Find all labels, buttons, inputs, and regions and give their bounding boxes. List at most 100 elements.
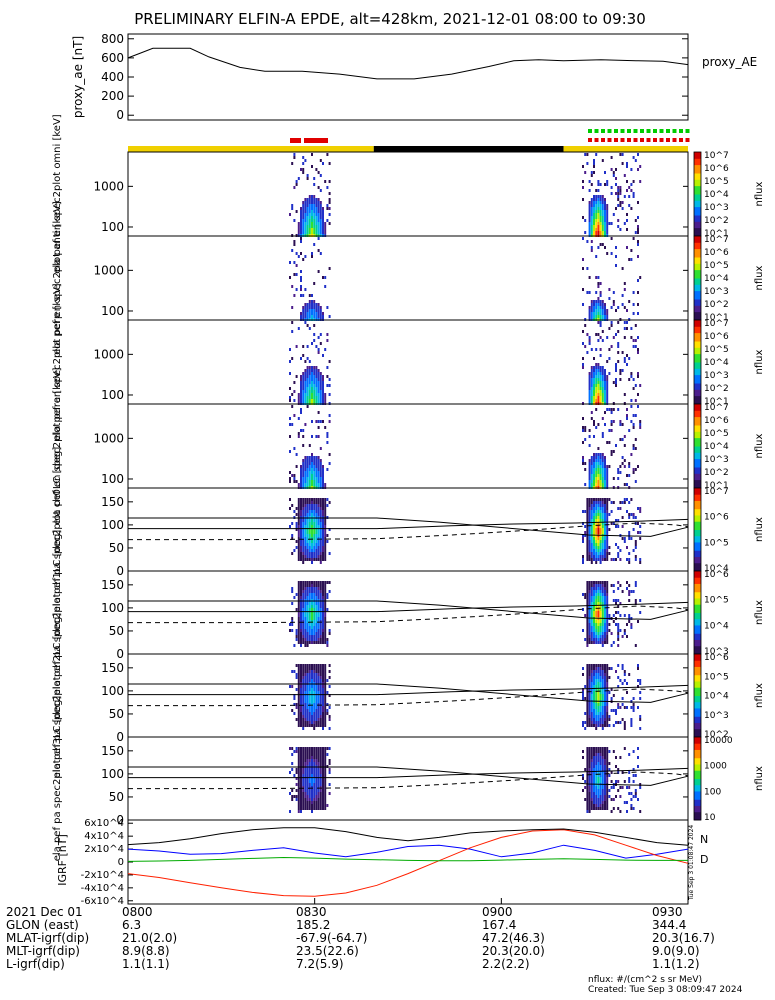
spectrogram-cell xyxy=(590,623,593,626)
spectrogram-cell xyxy=(632,378,635,381)
spectrogram-cell xyxy=(315,552,318,555)
spectrogram-cell xyxy=(595,721,598,724)
spectrogram-cell xyxy=(621,786,624,789)
spectrogram-cell xyxy=(304,670,307,673)
spectrogram-cell xyxy=(595,789,598,792)
spectrogram-cell xyxy=(297,756,300,759)
spectrogram-cell xyxy=(311,201,313,204)
spectrogram-cell xyxy=(304,644,307,647)
spectrogram-cell xyxy=(295,676,298,679)
spectrogram-cell xyxy=(604,552,606,555)
spectrogram-cell xyxy=(317,807,320,810)
spectrogram-cell xyxy=(593,504,595,507)
spectrogram-cell xyxy=(324,596,327,599)
spectrogram-cell xyxy=(313,724,316,727)
spectrogram-cell xyxy=(588,555,591,558)
spectrogram-cell xyxy=(306,468,309,471)
spectrogram-cell xyxy=(328,360,331,363)
spectrogram-cell xyxy=(615,599,617,602)
spectrogram-cell xyxy=(295,635,298,638)
spectrogram-cell xyxy=(604,590,606,593)
spectrogram-cell xyxy=(586,676,589,679)
spectrogram-cell xyxy=(590,348,593,351)
spectrogram-cell xyxy=(322,762,324,765)
spectrogram-cell xyxy=(597,676,600,679)
spectrogram-cell xyxy=(306,694,309,697)
spectrogram-cell xyxy=(306,789,309,792)
spectrogram-cell xyxy=(302,756,305,759)
spectrogram-cell xyxy=(319,477,322,480)
spectrogram-cell xyxy=(306,513,309,516)
spectrogram-cell xyxy=(302,459,305,462)
spectrogram-cell xyxy=(306,807,309,810)
spectrogram-cell xyxy=(606,635,609,638)
spectrogram-cell xyxy=(306,587,309,590)
spectrogram-cell xyxy=(621,664,624,667)
spectrogram-cell xyxy=(586,759,589,762)
spectrogram-cell xyxy=(590,240,593,243)
spectrogram-cell xyxy=(612,599,615,602)
spectrogram-cell xyxy=(630,327,633,330)
spectrogram-cell xyxy=(313,623,316,626)
spectrogram-cell xyxy=(595,706,598,709)
spectrogram-cell xyxy=(300,393,302,396)
spectrogram-cell xyxy=(306,709,309,712)
spectrogram-cell xyxy=(590,753,593,756)
spectrogram-cell xyxy=(601,697,604,700)
spectrogram-cell xyxy=(588,207,591,210)
spectrogram-cell xyxy=(639,531,642,534)
spectrogram-cell xyxy=(606,789,609,792)
spectrogram-cell xyxy=(637,393,639,396)
spectrogram-cell xyxy=(302,204,305,207)
spectrogram-cell xyxy=(324,700,327,703)
colorbar-cell xyxy=(694,730,701,734)
spectrogram-cell xyxy=(608,623,611,626)
spectrogram-cell xyxy=(322,605,324,608)
spectrogram-cell xyxy=(601,552,604,555)
data-flag xyxy=(666,138,670,142)
colorbar-cell xyxy=(694,683,701,686)
spectrogram-cell xyxy=(322,629,324,632)
spectrogram-cell xyxy=(322,700,324,703)
spectrogram-cell xyxy=(291,590,294,593)
spectrogram-cell xyxy=(601,540,604,543)
spectrogram-cell xyxy=(317,381,320,384)
spectrogram-cell xyxy=(597,756,600,759)
spectrogram-cell xyxy=(324,768,327,771)
spectrogram-cell xyxy=(595,561,598,564)
spectrogram-cell xyxy=(317,510,320,513)
colorbar-cell xyxy=(694,492,701,495)
spectrogram-cell xyxy=(621,635,624,638)
spectrogram-cell xyxy=(588,381,591,384)
spectrogram-cell xyxy=(304,587,307,590)
spectrogram-cell xyxy=(317,372,320,375)
spectrogram-cell xyxy=(599,354,602,357)
spectrogram-cell xyxy=(604,670,606,673)
spectrogram-cell xyxy=(304,798,307,801)
spectrogram-cell xyxy=(300,771,302,774)
spectrogram-cell xyxy=(590,399,593,402)
colorbar-cell xyxy=(694,680,701,684)
colorbar-cell xyxy=(694,795,701,798)
spectrogram-cell xyxy=(317,614,320,617)
colorbar-cell xyxy=(694,294,701,298)
spectrogram-cell xyxy=(601,644,604,647)
spectrogram-cell xyxy=(297,664,300,667)
spectrogram-cell xyxy=(291,620,294,623)
spectrogram-cell xyxy=(586,715,589,718)
spectrogram-cell xyxy=(586,593,589,596)
colorbar-cell xyxy=(694,456,701,460)
spectrogram-cell xyxy=(610,810,613,813)
spectrogram-cell xyxy=(324,688,327,691)
spectrogram-cell xyxy=(599,315,602,318)
spectrogram-cell xyxy=(588,387,591,390)
spectrogram-cell xyxy=(608,629,611,632)
colorbar-tick-label: 10^5 xyxy=(704,177,729,187)
spectrogram-cell xyxy=(606,599,609,602)
spectrogram-cell xyxy=(297,789,300,792)
spectrogram-cell xyxy=(304,596,307,599)
spectrogram-cell xyxy=(308,468,311,471)
spectrogram-cell xyxy=(604,771,606,774)
spectrogram-cell xyxy=(619,189,622,192)
spectrogram-cell xyxy=(326,435,329,438)
